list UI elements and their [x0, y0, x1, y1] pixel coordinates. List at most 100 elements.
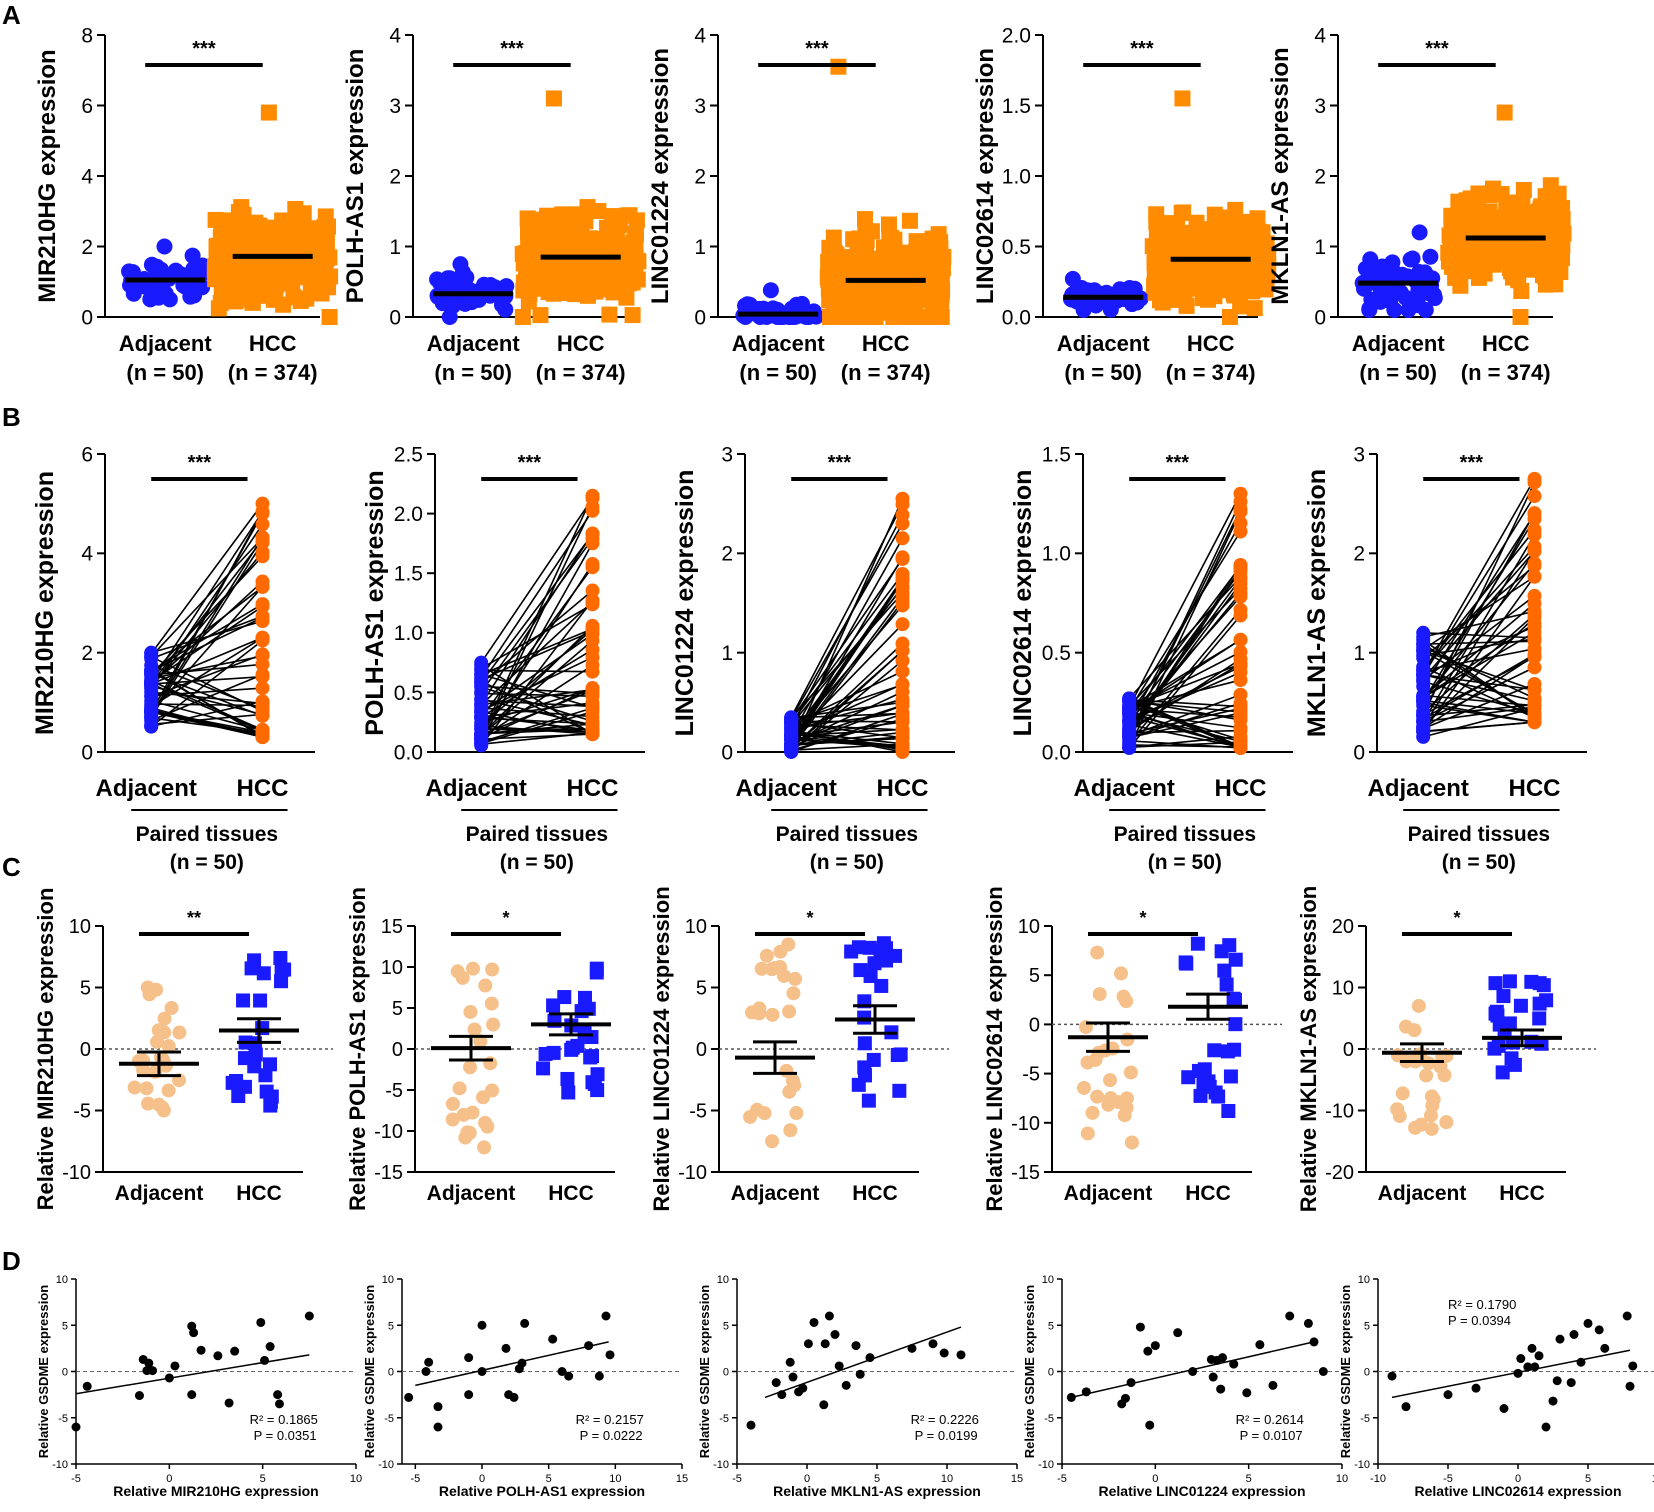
p-value-label: P = 0.0394	[1448, 1313, 1511, 1328]
data-point	[230, 1346, 240, 1356]
regression-line	[1391, 1349, 1631, 1399]
significance-label: ***	[500, 38, 524, 60]
data-point-hcc	[891, 279, 908, 296]
chart-a-2: 0 1 2 3 4 POLH-AS1 expression *** Adjacent (n = …	[342, 24, 647, 385]
data-point-hcc	[1527, 610, 1542, 625]
significance-label: ***	[188, 452, 212, 474]
y-tick-label: -10	[678, 1162, 707, 1184]
data-point-hcc	[248, 1047, 263, 1062]
data-point	[1541, 1422, 1551, 1432]
data-point-hcc	[1220, 1044, 1235, 1059]
x-tick-label: 10	[609, 1473, 621, 1485]
data-point-hcc	[255, 649, 270, 664]
paired-line	[481, 732, 593, 745]
x-tick-label: -5	[732, 1473, 742, 1485]
data-point	[1120, 1393, 1130, 1403]
data-point-hcc	[1233, 581, 1248, 596]
data-point-adjacent	[1426, 286, 1443, 303]
y-axis-label: LINC02614 expression	[972, 48, 999, 304]
data-point	[170, 1361, 180, 1371]
data-point	[820, 1339, 830, 1349]
data-point-adjacent	[485, 1083, 500, 1098]
data-point-hcc	[1221, 1103, 1236, 1118]
data-point	[1218, 1353, 1228, 1363]
y-tick-label: -10	[1325, 1101, 1354, 1123]
data-point	[1066, 1392, 1076, 1402]
data-point-adjacent	[141, 1096, 156, 1111]
paired-line	[1422, 707, 1535, 738]
paired-line	[1128, 702, 1241, 739]
data-point-hcc	[875, 291, 892, 308]
y-tick-label: 5	[80, 978, 91, 1000]
data-point-hcc	[231, 1089, 246, 1104]
data-point-hcc	[317, 252, 334, 269]
data-point	[1150, 1341, 1160, 1351]
data-point	[1625, 1381, 1635, 1391]
x-tick-label: 15	[1011, 1473, 1023, 1485]
y-tick-label: 1	[694, 236, 706, 259]
data-point-adjacent	[793, 295, 810, 312]
data-point-hcc	[554, 285, 571, 302]
data-point-hcc	[515, 255, 532, 272]
paired-line	[1129, 741, 1241, 749]
data-point	[1569, 1330, 1579, 1339]
paired-line	[791, 712, 903, 729]
paired-line	[1128, 570, 1242, 721]
category-label: HCC	[249, 331, 297, 356]
data-point-hcc	[1509, 206, 1526, 223]
data-point-adjacent	[482, 277, 499, 294]
data-point-hcc	[820, 280, 837, 297]
y-tick-label: -5	[58, 1413, 68, 1425]
data-point-hcc	[1447, 269, 1464, 286]
data-point-hcc	[253, 993, 268, 1008]
y-tick-label: -15	[374, 1162, 403, 1184]
data-point-hcc	[1247, 269, 1264, 286]
y-tick-label: 15	[381, 916, 403, 938]
x-tick-label: -10	[1370, 1473, 1386, 1485]
x-tick-label: -5	[410, 1473, 420, 1485]
data-point-hcc	[255, 504, 270, 519]
paired-line	[481, 702, 593, 718]
data-point-hcc	[624, 307, 641, 324]
data-point-adjacent	[1416, 663, 1431, 678]
paired-line	[1128, 711, 1241, 749]
data-point	[433, 1402, 443, 1412]
x-tick-label: 5	[546, 1473, 552, 1485]
data-point-hcc	[287, 240, 304, 257]
paired-line	[480, 707, 593, 743]
y-tick-label: 5	[696, 978, 707, 1000]
y-tick-label: 3	[721, 443, 733, 466]
data-point-adjacent	[139, 1081, 154, 1096]
paired-line	[1422, 478, 1536, 674]
significance-label: **	[187, 908, 201, 928]
category-label: HCC	[1187, 331, 1235, 356]
data-point-adjacent	[782, 1004, 797, 1019]
y-tick-label: 5	[62, 1320, 68, 1332]
y-tick-label: 2.0	[1002, 24, 1031, 47]
paired-line	[480, 510, 594, 678]
y-tick-label: -5	[1044, 1413, 1054, 1425]
data-point	[1527, 1343, 1537, 1353]
data-point-hcc	[1544, 201, 1561, 218]
x-tick-label: 0	[1515, 1473, 1521, 1485]
data-point	[1401, 1402, 1411, 1412]
paired-line	[1422, 546, 1536, 671]
y-tick-label: -5	[1022, 1064, 1040, 1086]
paired-line	[791, 736, 903, 747]
data-point-hcc	[295, 262, 312, 279]
data-point-hcc	[585, 1049, 600, 1064]
y-tick-label: 0.0	[1002, 306, 1031, 329]
y-tick-label: 1	[1353, 642, 1365, 665]
y-tick-label: 3	[1353, 443, 1365, 466]
paired-line	[1128, 565, 1242, 714]
data-point-hcc	[1217, 232, 1234, 249]
chart-d-2: -10 -5 0 5 10 -5 0 5 10 15 Relative POLH-AS1 expre…	[362, 1274, 688, 1499]
data-point-hcc	[585, 503, 600, 518]
data-point	[1552, 1376, 1562, 1386]
y-tick-label: 1.0	[1002, 165, 1031, 188]
paired-line	[481, 723, 593, 735]
y-tick-label: 3	[389, 95, 401, 118]
data-point-hcc	[619, 207, 636, 224]
category-label: Adjacent	[732, 331, 826, 356]
significance-label: ***	[192, 38, 216, 60]
